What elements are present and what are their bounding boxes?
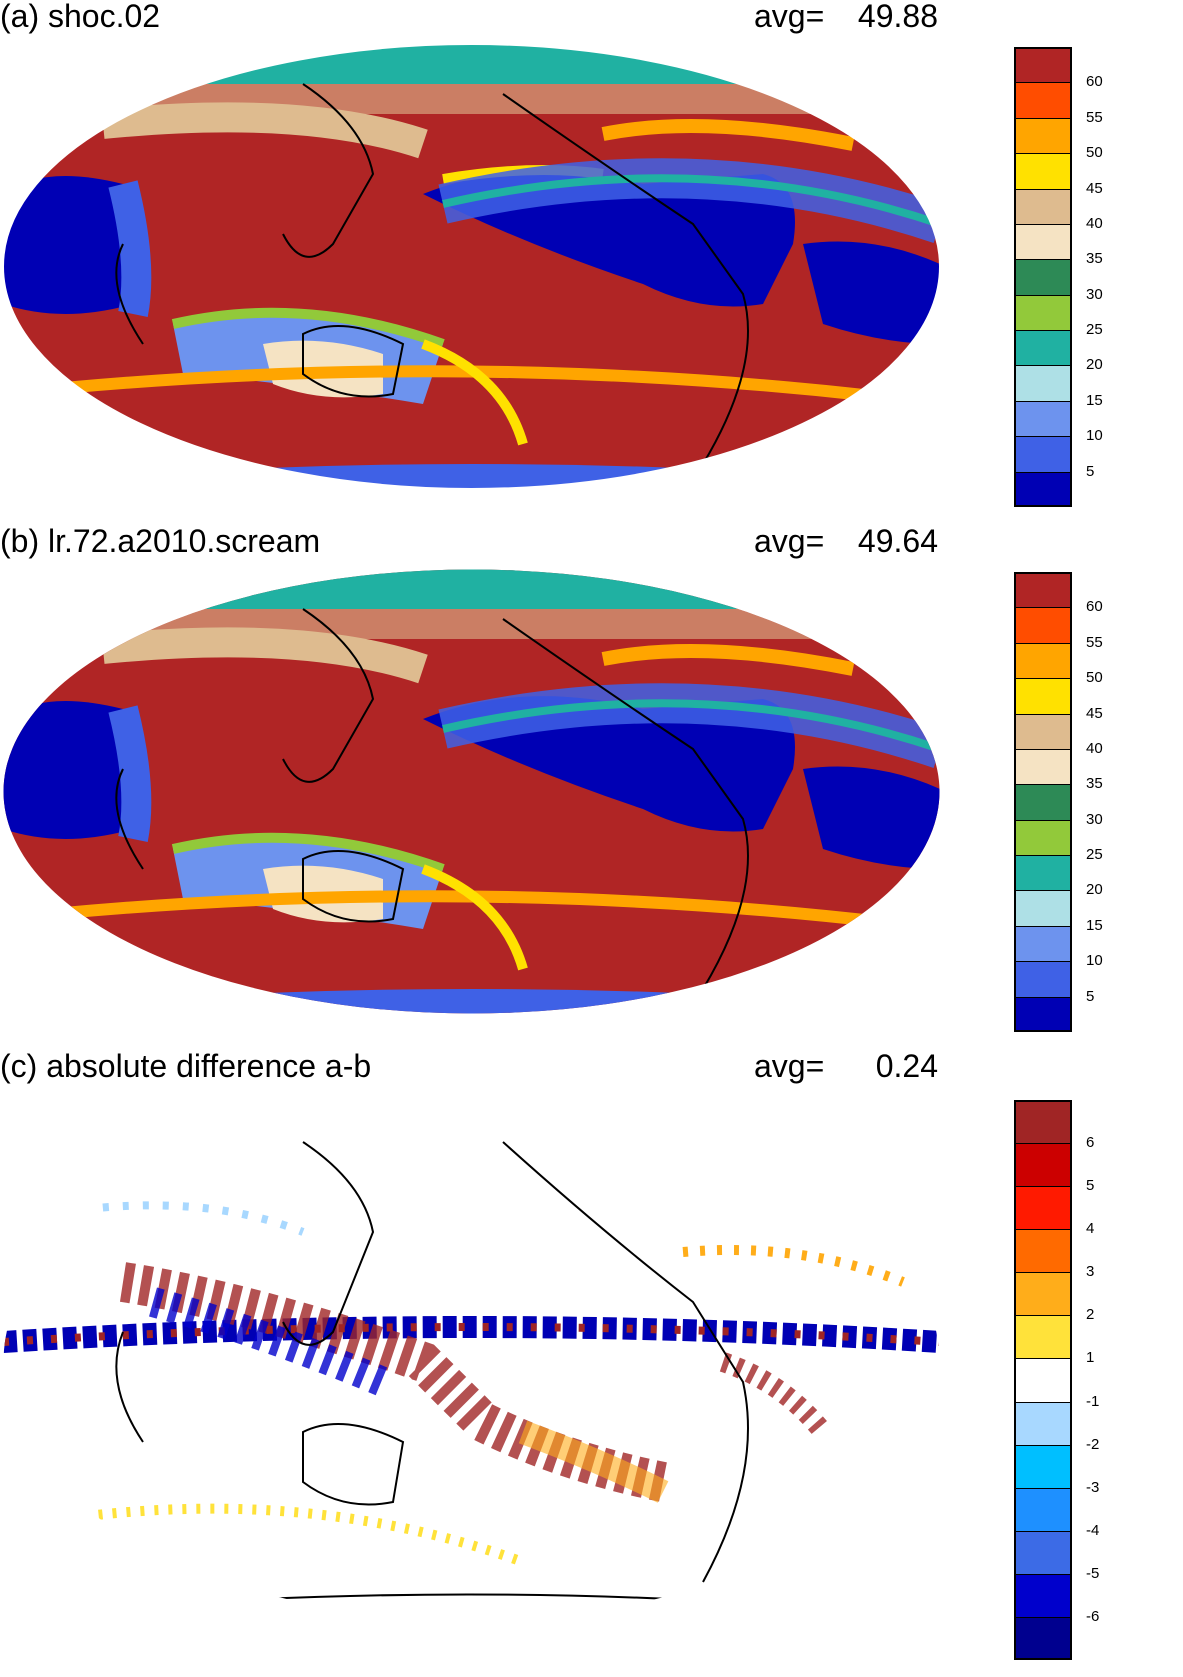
colorbar-swatch xyxy=(1014,678,1072,714)
colorbar-label: 55 xyxy=(1086,108,1103,126)
colorbar-label: 25 xyxy=(1086,321,1103,339)
panel-c: (c) absolute difference a-b avg= 0.24 -6… xyxy=(0,1048,1183,1677)
panel-title: (a) shoc.02 xyxy=(0,0,161,34)
colorbar-label: 40 xyxy=(1086,739,1103,757)
colorbar-label: -4 xyxy=(1086,1521,1100,1539)
map-a xyxy=(3,44,940,489)
colorbar-swatch xyxy=(1014,1616,1072,1660)
colorbar-swatch xyxy=(1014,1444,1072,1488)
avg-label: avg= xyxy=(754,1048,825,1084)
colorbar-label: 45 xyxy=(1086,704,1103,722)
colorbar-swatch xyxy=(1014,330,1072,366)
colorbar-swatch xyxy=(1014,855,1072,891)
map-b xyxy=(3,569,940,1014)
colorbar-label: 55 xyxy=(1086,633,1103,651)
colorbar-label: 40 xyxy=(1086,214,1103,232)
colorbar-label: 5 xyxy=(1086,987,1095,1005)
colorbar-label: 45 xyxy=(1086,179,1103,197)
colorbar-swatch xyxy=(1014,188,1072,224)
colorbar-label: 20 xyxy=(1086,881,1103,899)
colorbar-label: 4 xyxy=(1086,1220,1095,1238)
colorbar-a: 5 10 15 20 25 30 35 40 45 50 55 60 xyxy=(1014,47,1134,507)
colorbar-label: 30 xyxy=(1086,810,1103,828)
avg-label: avg= xyxy=(754,523,825,559)
colorbar-label: 25 xyxy=(1086,846,1103,864)
avg-value: 0.24 xyxy=(875,1048,938,1084)
colorbar-swatch xyxy=(1014,890,1072,926)
colorbar-label: -3 xyxy=(1086,1478,1100,1496)
colorbar-swatch xyxy=(1014,784,1072,820)
panel-b: (b) lr.72.a2010.scream avg= 49.64 xyxy=(0,523,1183,1045)
colorbar-swatch xyxy=(1014,1315,1072,1359)
colorbar-label: 30 xyxy=(1086,285,1103,303)
colorbar-b: 5 10 15 20 25 30 35 40 45 50 55 60 xyxy=(1014,572,1134,1032)
colorbar-swatch xyxy=(1014,294,1072,331)
colorbar-label: 60 xyxy=(1086,73,1103,91)
panel-title: (b) lr.72.a2010.scream xyxy=(0,523,321,559)
map-c xyxy=(3,1102,940,1622)
colorbar-swatch xyxy=(1014,748,1072,785)
colorbar-label: 5 xyxy=(1086,462,1095,480)
colorbar-swatch xyxy=(1014,607,1072,643)
colorbar-label: 35 xyxy=(1086,775,1103,793)
colorbar-swatch xyxy=(1014,1186,1072,1230)
colorbar-swatch xyxy=(1014,713,1072,749)
colorbar-swatch xyxy=(1014,925,1072,962)
colorbar-swatch xyxy=(1014,82,1072,118)
colorbar-label: 15 xyxy=(1086,391,1103,409)
colorbar-label: 10 xyxy=(1086,952,1103,970)
panel-a: (a) shoc.02 avg= 49.88 xyxy=(0,0,1183,520)
colorbar-swatch xyxy=(1014,436,1072,472)
colorbar-label: -1 xyxy=(1086,1392,1100,1410)
colorbar-swatch xyxy=(1014,819,1072,856)
colorbar-swatch xyxy=(1014,471,1072,507)
avg-value: 49.64 xyxy=(857,523,938,559)
colorbar-swatch xyxy=(1014,1401,1072,1445)
colorbar-label: 60 xyxy=(1086,598,1103,616)
colorbar-label: 2 xyxy=(1086,1306,1095,1324)
colorbar-c: -6 -5 -4 -3 -2 -1 1 2 3 4 5 6 xyxy=(1014,1100,1134,1660)
colorbar-swatch xyxy=(1014,1229,1072,1273)
colorbar-swatch xyxy=(1014,1272,1072,1316)
colorbar-swatch xyxy=(1014,1573,1072,1617)
colorbar-swatch xyxy=(1014,47,1072,83)
colorbar-label: -5 xyxy=(1086,1564,1100,1582)
avg-label: avg= xyxy=(754,0,825,34)
colorbar-swatch xyxy=(1014,572,1072,608)
colorbar-swatch xyxy=(1014,223,1072,260)
colorbar-label: -6 xyxy=(1086,1607,1100,1625)
colorbar-swatch xyxy=(1014,259,1072,295)
colorbar-swatch xyxy=(1014,1487,1072,1531)
colorbar-swatch xyxy=(1014,117,1072,154)
colorbar-label: 10 xyxy=(1086,427,1103,445)
panel-title: (c) absolute difference a-b xyxy=(0,1048,372,1084)
colorbar-label: 20 xyxy=(1086,356,1103,374)
colorbar-label: 50 xyxy=(1086,144,1103,162)
colorbar-swatch xyxy=(1014,400,1072,437)
colorbar-swatch xyxy=(1014,1143,1072,1187)
colorbar-swatch xyxy=(1014,961,1072,997)
colorbar-swatch xyxy=(1014,996,1072,1032)
colorbar-label: 5 xyxy=(1086,1177,1095,1195)
colorbar-label: 6 xyxy=(1086,1134,1095,1152)
colorbar-label: 50 xyxy=(1086,669,1103,687)
colorbar-swatch xyxy=(1014,1100,1072,1144)
colorbar-swatch xyxy=(1014,1358,1072,1402)
colorbar-label: 35 xyxy=(1086,250,1103,268)
colorbar-swatch xyxy=(1014,365,1072,401)
colorbar-label: 15 xyxy=(1086,916,1103,934)
colorbar-label: 1 xyxy=(1086,1349,1095,1367)
colorbar-swatch xyxy=(1014,642,1072,679)
colorbar-label: -2 xyxy=(1086,1435,1100,1453)
colorbar-swatch xyxy=(1014,153,1072,189)
colorbar-label: 3 xyxy=(1086,1263,1095,1281)
colorbar-swatch xyxy=(1014,1530,1072,1574)
avg-value: 49.88 xyxy=(857,0,938,34)
